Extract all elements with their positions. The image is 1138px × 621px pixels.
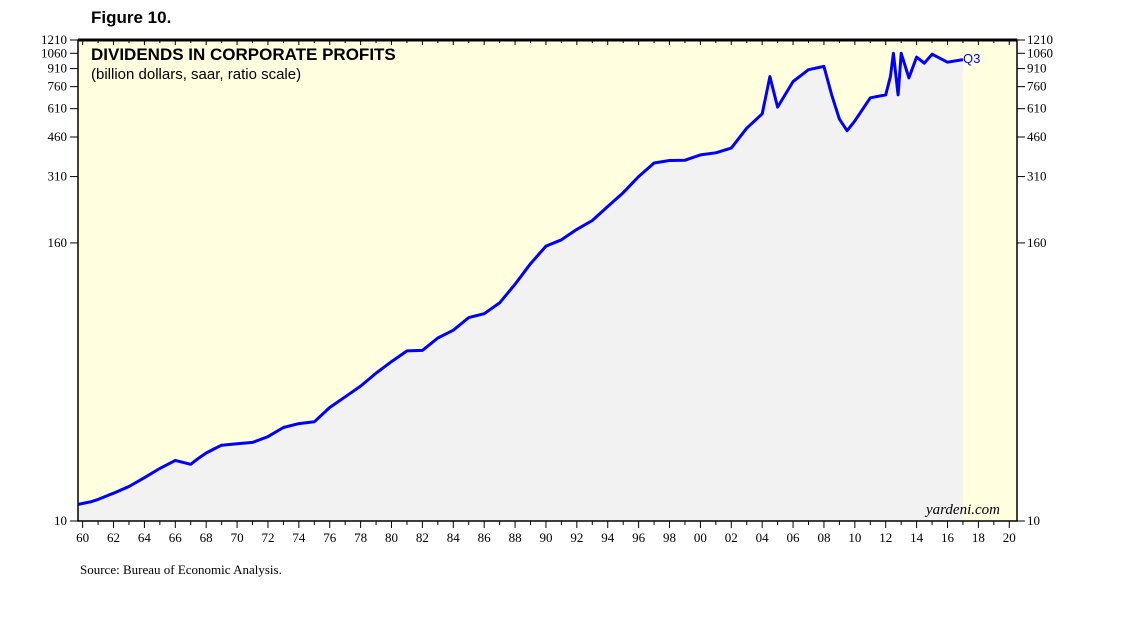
x-tick-label-84: 84 xyxy=(447,530,461,545)
last-point-label: Q3 xyxy=(963,51,980,66)
x-tick-label-00: 00 xyxy=(694,530,707,545)
left-y-tick-label-1210: 1210 xyxy=(41,32,67,47)
chart-credit: yardeni.com xyxy=(924,502,1000,518)
x-tick-label-74: 74 xyxy=(292,530,306,545)
x-tick-label-64: 64 xyxy=(138,530,152,545)
source-note: Source: Bureau of Economic Analysis. xyxy=(80,562,282,577)
x-tick-label-08: 08 xyxy=(817,530,830,545)
right-y-tick-label-910: 910 xyxy=(1027,61,1047,76)
x-tick-label-12: 12 xyxy=(879,530,892,545)
x-tick-label-04: 04 xyxy=(756,530,770,545)
x-tick-label-92: 92 xyxy=(570,530,583,545)
left-y-tick-label-160: 160 xyxy=(48,235,68,250)
left-y-tick-label-760: 760 xyxy=(48,79,68,94)
right-y-tick-label-460: 460 xyxy=(1027,129,1047,144)
left-y-tick-label-910: 910 xyxy=(48,61,68,76)
x-tick-label-20: 20 xyxy=(1003,530,1016,545)
left-y-tick-label-310: 310 xyxy=(48,169,68,184)
right-y-tick-label-160: 160 xyxy=(1027,235,1047,250)
x-tick-label-68: 68 xyxy=(200,530,213,545)
right-y-tick-label-1060: 1060 xyxy=(1027,45,1053,60)
chart-title: DIVIDENDS IN CORPORATE PROFITS xyxy=(91,45,396,64)
x-tick-label-06: 06 xyxy=(787,530,801,545)
series-line xyxy=(77,51,964,506)
x-tick-label-72: 72 xyxy=(261,530,274,545)
x-tick-label-82: 82 xyxy=(416,530,429,545)
x-tick-label-80: 80 xyxy=(385,530,398,545)
x-tick-label-18: 18 xyxy=(972,530,985,545)
x-tick-label-96: 96 xyxy=(632,530,646,545)
x-tick-label-66: 66 xyxy=(169,530,183,545)
x-tick-label-98: 98 xyxy=(663,530,676,545)
x-tick-label-14: 14 xyxy=(910,530,924,545)
x-tick-label-60: 60 xyxy=(76,530,89,545)
left-y-tick-label-1060: 1060 xyxy=(41,45,67,60)
left-y-tick-label-10: 10 xyxy=(54,513,67,528)
right-y-tick-label-1210: 1210 xyxy=(1027,32,1053,47)
x-tick-label-02: 02 xyxy=(725,530,738,545)
chart-subtitle: (billion dollars, saar, ratio scale) xyxy=(91,66,301,83)
right-y-tick-label-10: 10 xyxy=(1027,513,1040,528)
x-tick-label-76: 76 xyxy=(323,530,337,545)
left-y-tick-label-610: 610 xyxy=(48,101,68,116)
left-y-tick-label-460: 460 xyxy=(48,129,68,144)
right-y-tick-label-610: 610 xyxy=(1027,101,1047,116)
right-y-tick-label-310: 310 xyxy=(1027,169,1047,184)
figure-label: Figure 10. xyxy=(91,8,172,27)
x-tick-label-78: 78 xyxy=(354,530,367,545)
x-tick-label-70: 70 xyxy=(231,530,244,545)
x-tick-label-86: 86 xyxy=(478,530,492,545)
x-tick-label-10: 10 xyxy=(848,530,861,545)
series-area xyxy=(78,53,963,522)
x-tick-label-94: 94 xyxy=(601,530,615,545)
x-tick-label-90: 90 xyxy=(539,530,552,545)
x-tick-label-88: 88 xyxy=(509,530,522,545)
x-axis-ticks: 60 62 64 66 68 70 72 74 76 78 80 82 84 86 88 90 92 94 96 98… xyxy=(76,40,1016,545)
right-y-tick-label-760: 760 xyxy=(1027,79,1047,94)
x-tick-label-62: 62 xyxy=(107,530,120,545)
x-tick-label-16: 16 xyxy=(941,530,955,545)
